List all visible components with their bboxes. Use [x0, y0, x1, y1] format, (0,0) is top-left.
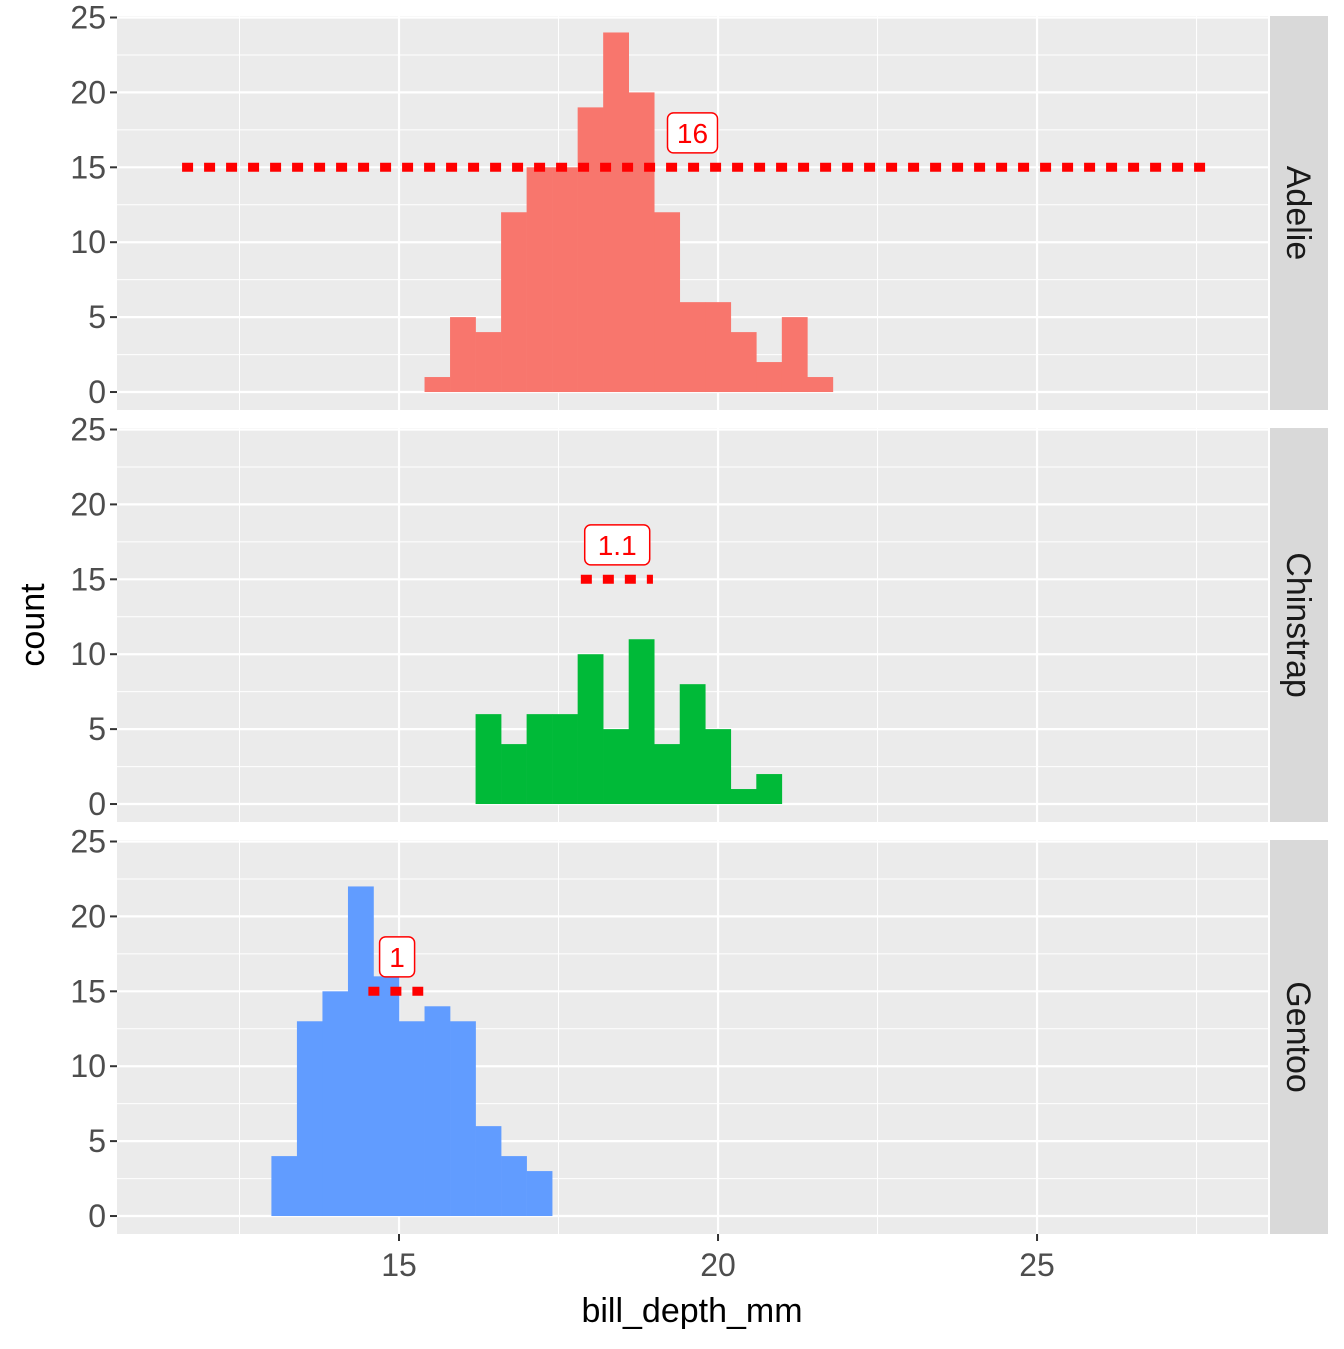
- histogram-bar: [756, 774, 783, 805]
- histogram-bar: [501, 212, 527, 393]
- histogram-bar: [577, 654, 604, 805]
- histogram-bar: [756, 362, 783, 393]
- histogram-bar: [424, 377, 451, 393]
- y-tick-label: 0: [88, 374, 106, 410]
- histogram-bar: [450, 1021, 476, 1217]
- histogram-bar: [705, 729, 732, 805]
- histogram-bar: [526, 167, 553, 393]
- histogram-bar: [577, 107, 604, 393]
- histogram-bar: [679, 302, 706, 393]
- facet-strip: [1270, 16, 1328, 410]
- histogram-bar: [730, 789, 757, 805]
- data-label-box: [583, 524, 651, 566]
- histogram-bar: [654, 212, 681, 393]
- facet-strip-label: Adelie: [1279, 166, 1317, 261]
- data-label-box: [666, 112, 719, 154]
- panel-chinstrap: 0 5 10 15 20 25 1.1 Chinstrap: [70, 411, 1328, 822]
- histogram-bar: [450, 317, 476, 393]
- histogram-bar: [628, 92, 655, 393]
- y-tick-label: 20: [70, 74, 106, 110]
- panel-adelie: 0 5 10 15 20 25 16 Adelie: [70, 0, 1328, 410]
- histogram-bar: [526, 1171, 553, 1217]
- y-tick-label: 0: [88, 1198, 106, 1234]
- histogram-bar: [807, 377, 834, 393]
- histogram-bar: [475, 332, 502, 393]
- y-tick-label: 15: [70, 973, 106, 1009]
- y-tick-label: 5: [88, 711, 106, 747]
- y-tick-label: 25: [70, 0, 106, 35]
- y-tick-label: 10: [70, 636, 106, 672]
- histogram-bar: [424, 1006, 451, 1217]
- data-label: 1: [389, 942, 405, 973]
- histogram-bar: [526, 714, 553, 805]
- y-tick-label: 5: [88, 1123, 106, 1159]
- x-tick-label: 15: [381, 1247, 417, 1283]
- y-tick-label: 20: [70, 486, 106, 522]
- histogram-bar: [654, 744, 681, 805]
- histogram-bar: [271, 1156, 298, 1217]
- histogram-bar: [628, 639, 655, 805]
- histogram-bar: [679, 684, 706, 805]
- data-label: 16: [677, 118, 708, 149]
- y-tick-label: 25: [70, 411, 106, 447]
- y-tick-label: 10: [70, 1048, 106, 1084]
- histogram-bar: [475, 1126, 502, 1217]
- facet-strip: [1270, 428, 1328, 822]
- data-label-box: [378, 936, 416, 978]
- x-tick-label: 20: [700, 1247, 736, 1283]
- histogram-bar: [501, 744, 527, 805]
- y-tick-label: 20: [70, 898, 106, 934]
- facet-strip-label: Chinstrap: [1279, 552, 1317, 698]
- histogram-bar: [552, 714, 578, 805]
- y-tick-label: 15: [70, 149, 106, 185]
- histogram-bar: [730, 332, 757, 393]
- histogram-bar: [603, 729, 629, 805]
- histogram-bar: [373, 976, 400, 1217]
- y-tick-label: 25: [70, 823, 106, 859]
- histogram-bar: [347, 886, 374, 1217]
- panel-gentoo: 0 5 10 15 20 25 1 Gentoo: [70, 823, 1328, 1234]
- y-tick-label: 5: [88, 299, 106, 335]
- x-tick-label: 25: [1019, 1247, 1055, 1283]
- histogram-bar: [781, 317, 808, 393]
- histogram-bar: [399, 1021, 425, 1217]
- histogram-bar: [705, 302, 732, 393]
- histogram-bar: [475, 714, 502, 805]
- histogram-bar: [501, 1156, 527, 1217]
- histogram-bar: [296, 1021, 323, 1217]
- x-axis-label: bill_depth_mm: [581, 1292, 802, 1330]
- data-label: 1.1: [598, 530, 637, 561]
- y-tick-label: 10: [70, 224, 106, 260]
- facet-strip: [1270, 840, 1328, 1234]
- y-tick-label: 0: [88, 786, 106, 822]
- y-tick-label: 15: [70, 561, 106, 597]
- histogram-bar: [603, 32, 629, 393]
- histogram-bar: [552, 167, 578, 393]
- facet-strip-label: Gentoo: [1279, 981, 1317, 1093]
- y-axis-label: count: [14, 583, 52, 667]
- histogram-bar: [322, 991, 349, 1217]
